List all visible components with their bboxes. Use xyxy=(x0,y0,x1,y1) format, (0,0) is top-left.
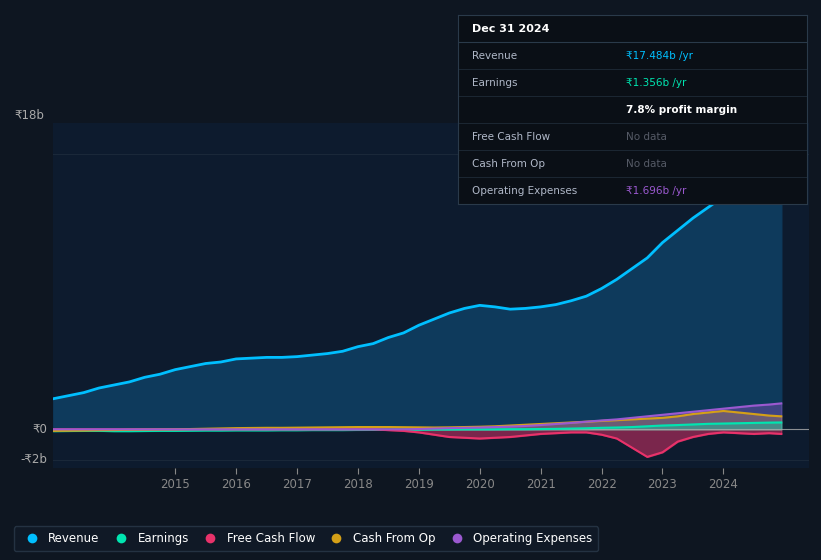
Text: ₹0: ₹0 xyxy=(33,423,48,436)
Legend: Revenue, Earnings, Free Cash Flow, Cash From Op, Operating Expenses: Revenue, Earnings, Free Cash Flow, Cash … xyxy=(14,526,599,551)
Text: 7.8% profit margin: 7.8% profit margin xyxy=(626,105,736,115)
Text: Cash From Op: Cash From Op xyxy=(472,159,545,169)
Text: Free Cash Flow: Free Cash Flow xyxy=(472,132,550,142)
Text: ₹1.356b /yr: ₹1.356b /yr xyxy=(626,78,686,88)
Text: No data: No data xyxy=(626,132,667,142)
Text: Earnings: Earnings xyxy=(472,78,517,88)
Text: -₹2b: -₹2b xyxy=(21,454,48,466)
Text: Revenue: Revenue xyxy=(472,51,517,60)
Text: ₹18b: ₹18b xyxy=(15,109,44,123)
Text: ₹17.484b /yr: ₹17.484b /yr xyxy=(626,51,693,60)
Text: No data: No data xyxy=(626,159,667,169)
Text: Dec 31 2024: Dec 31 2024 xyxy=(472,24,549,34)
Text: Operating Expenses: Operating Expenses xyxy=(472,186,577,196)
Text: ₹1.696b /yr: ₹1.696b /yr xyxy=(626,186,686,196)
